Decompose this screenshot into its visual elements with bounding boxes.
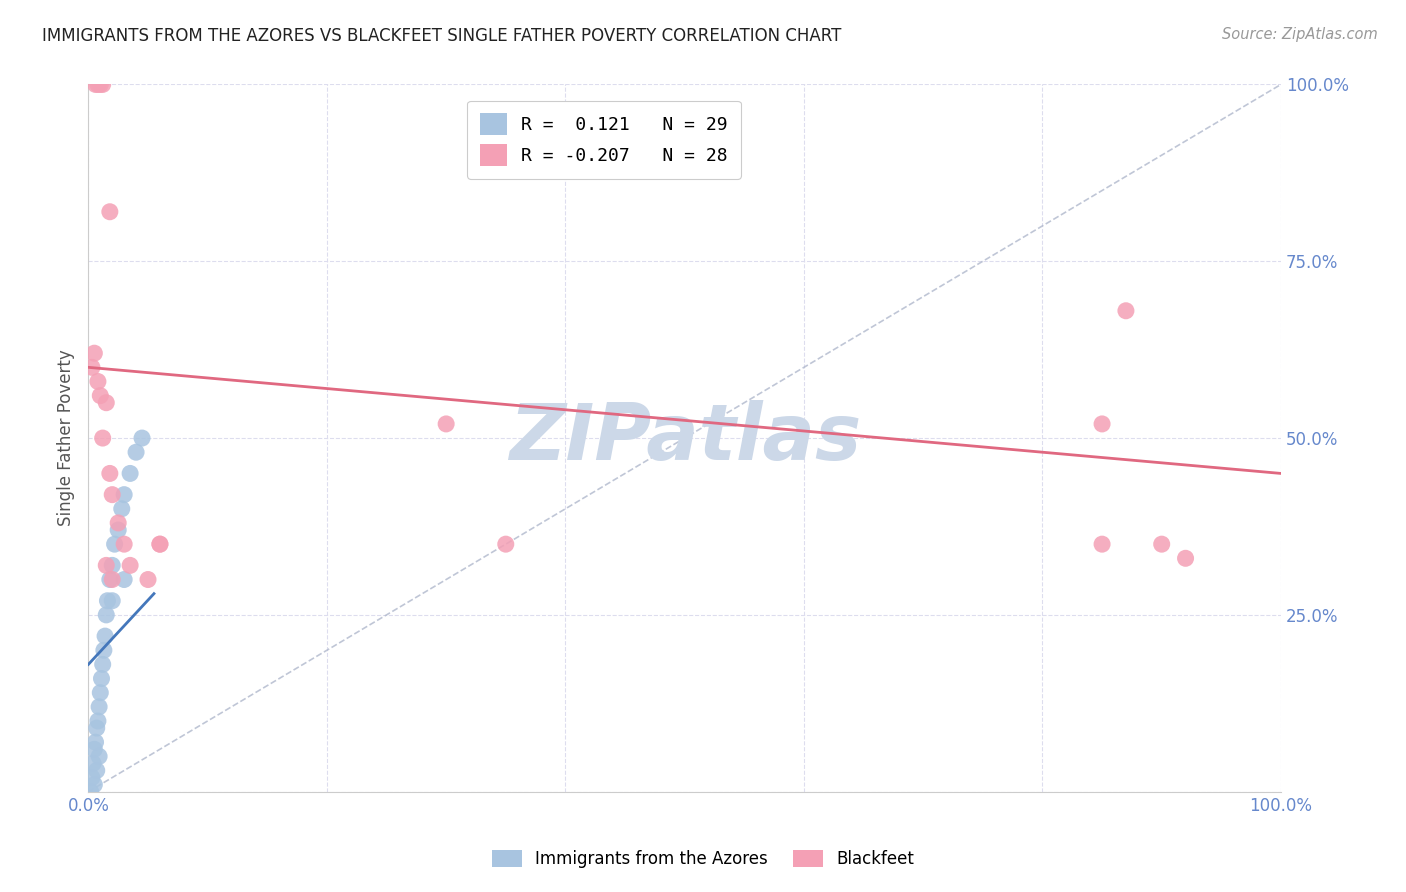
Text: ZIPatlas: ZIPatlas	[509, 401, 860, 476]
Point	[93, 643, 115, 657]
Point	[111, 501, 134, 516]
Point	[80, 785, 103, 799]
Point	[87, 78, 110, 92]
Point	[112, 488, 135, 502]
Point	[91, 657, 114, 672]
Point	[495, 537, 517, 551]
Text: IMMIGRANTS FROM THE AZORES VS BLACKFEET SINGLE FATHER POVERTY CORRELATION CHART: IMMIGRANTS FROM THE AZORES VS BLACKFEET …	[42, 27, 842, 45]
Point	[101, 593, 124, 607]
Point	[434, 417, 457, 431]
Point	[86, 764, 108, 778]
Point	[94, 629, 117, 643]
Point	[112, 537, 135, 551]
Point	[125, 445, 148, 459]
Point	[107, 516, 129, 530]
Point	[90, 672, 112, 686]
Point	[1150, 537, 1173, 551]
Point	[89, 78, 111, 92]
Point	[112, 573, 135, 587]
Point	[87, 714, 110, 728]
Point	[1091, 537, 1114, 551]
Point	[1091, 417, 1114, 431]
Point	[96, 558, 118, 573]
Point	[101, 488, 124, 502]
Point	[104, 537, 127, 551]
Point	[80, 360, 103, 375]
Point	[91, 78, 114, 92]
Point	[87, 699, 110, 714]
Y-axis label: Single Father Poverty: Single Father Poverty	[58, 350, 75, 526]
Point	[98, 467, 121, 481]
Point	[84, 78, 107, 92]
Legend: Immigrants from the Azores, Blackfeet: Immigrants from the Azores, Blackfeet	[485, 843, 921, 875]
Point	[96, 593, 118, 607]
Point	[101, 573, 124, 587]
Point	[149, 537, 172, 551]
Point	[82, 756, 104, 771]
Point	[91, 431, 114, 445]
Point	[89, 686, 111, 700]
Text: Source: ZipAtlas.com: Source: ZipAtlas.com	[1222, 27, 1378, 42]
Point	[120, 558, 142, 573]
Point	[98, 573, 121, 587]
Point	[83, 346, 105, 360]
Point	[80, 771, 103, 785]
Point	[136, 573, 159, 587]
Point	[1174, 551, 1197, 566]
Point	[107, 523, 129, 537]
Point	[83, 778, 105, 792]
Point	[87, 375, 110, 389]
Point	[83, 742, 105, 756]
Point	[120, 467, 142, 481]
Point	[149, 537, 172, 551]
Point	[131, 431, 153, 445]
Point	[87, 749, 110, 764]
Point	[96, 395, 118, 409]
Point	[101, 558, 124, 573]
Legend: R =  0.121   N = 29, R = -0.207   N = 28: R = 0.121 N = 29, R = -0.207 N = 28	[467, 101, 741, 179]
Point	[1115, 303, 1137, 318]
Point	[96, 607, 118, 622]
Point	[98, 204, 121, 219]
Point	[89, 389, 111, 403]
Point	[86, 721, 108, 735]
Point	[84, 735, 107, 749]
